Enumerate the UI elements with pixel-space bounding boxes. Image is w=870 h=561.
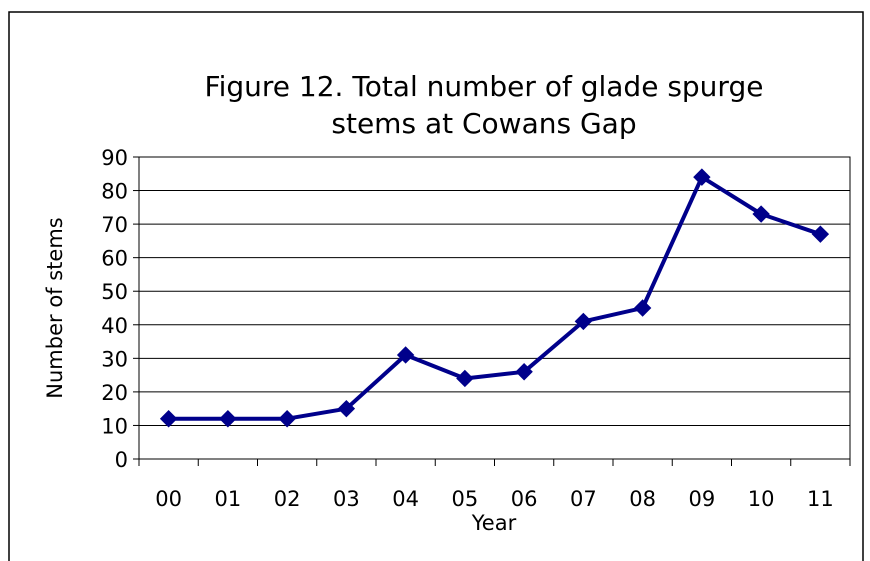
series-line-0 bbox=[168, 175, 822, 421]
x-tick-label-05: 05 bbox=[452, 487, 479, 511]
x-tick-label-03: 03 bbox=[333, 487, 360, 511]
plot-area: 0 10 20 30 40 50 60 70 80 90 00 01 02 03 04 05 06 07 08 09… bbox=[101, 146, 851, 511]
x-tick-label-04: 04 bbox=[392, 487, 419, 511]
data-point-06 bbox=[515, 363, 533, 381]
data-point-10 bbox=[752, 205, 770, 223]
y-tick-label-20: 20 bbox=[101, 381, 128, 405]
data-point-07 bbox=[574, 312, 593, 331]
data-point-02 bbox=[278, 410, 296, 428]
data-point-09 bbox=[693, 168, 711, 186]
x-tick-label-02: 02 bbox=[274, 487, 301, 511]
y-tick-label-90: 90 bbox=[101, 146, 128, 170]
y-tick-label-60: 60 bbox=[101, 247, 128, 271]
y-axis-ticks: 0 10 20 30 40 50 60 70 80 90 bbox=[101, 146, 139, 472]
y-tick-label-0: 0 bbox=[115, 448, 128, 472]
y-tick-label-30: 30 bbox=[101, 347, 128, 371]
y-tick-label-80: 80 bbox=[101, 180, 128, 204]
chart-title-line-1: Figure 12. Total number of glade spurge bbox=[205, 70, 764, 103]
y-tick-label-10: 10 bbox=[101, 414, 128, 438]
x-tick-label-10: 10 bbox=[748, 487, 775, 511]
chart-title-line-2: stems at Cowans Gap bbox=[331, 107, 636, 140]
x-tick-label-07: 07 bbox=[570, 487, 597, 511]
data-point-08 bbox=[633, 299, 652, 317]
x-tick-label-00: 00 bbox=[155, 487, 182, 511]
x-axis-ticks: 00 01 02 03 04 05 06 07 08 09 10 11 bbox=[138, 459, 851, 511]
data-point-01 bbox=[219, 410, 237, 428]
x-axis-title: Year bbox=[471, 511, 517, 535]
y-tick-label-40: 40 bbox=[101, 314, 128, 338]
y-tick-label-70: 70 bbox=[101, 213, 128, 237]
data-point-04 bbox=[396, 346, 415, 364]
gridlines bbox=[139, 190, 850, 426]
data-point-05 bbox=[456, 369, 474, 388]
data-point-03 bbox=[337, 399, 356, 418]
y-tick-label-50: 50 bbox=[101, 280, 128, 304]
data-point-11 bbox=[811, 225, 830, 243]
data-point-00 bbox=[159, 410, 178, 428]
x-tick-label-06: 06 bbox=[511, 487, 538, 511]
x-tick-label-08: 08 bbox=[629, 487, 656, 511]
series-group bbox=[159, 168, 830, 428]
chart-border bbox=[8, 11, 864, 561]
x-tick-label-09: 09 bbox=[689, 487, 716, 511]
x-tick-label-11: 11 bbox=[807, 487, 834, 511]
y-axis-title: Number of stems bbox=[43, 217, 67, 398]
x-tick-label-01: 01 bbox=[215, 487, 242, 511]
